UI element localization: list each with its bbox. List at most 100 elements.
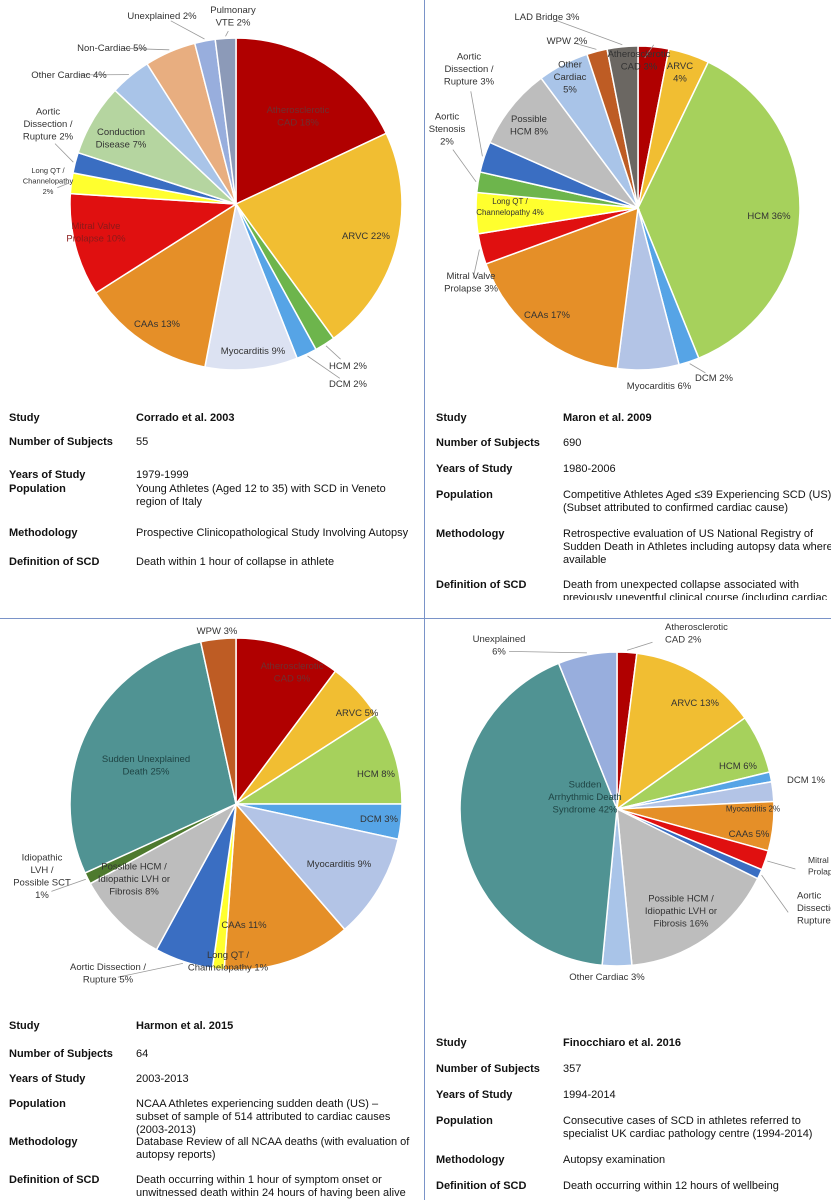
slice-label: Myocarditis 6% xyxy=(627,381,692,392)
slice-label-line: CAD 3% xyxy=(621,61,658,72)
leader-line xyxy=(508,651,587,654)
slice-label: Aortic Dissection / Rupture 3% xyxy=(444,52,495,88)
leader-line xyxy=(576,43,597,50)
slice-label-line: Other xyxy=(558,60,582,71)
slice-label: Atherosclerotic CAD 2% xyxy=(665,622,728,646)
slice-label-line: LAD Bridge 3% xyxy=(515,12,581,23)
slice-label-line: Rupture 2% xyxy=(23,132,74,143)
slice-label: DCM 1% xyxy=(787,775,826,786)
label-study: Study xyxy=(436,412,467,424)
slice-label: Sudden Arrhythmic Death Syndrome 42% xyxy=(548,780,621,816)
years-of-study: 1994-2014 xyxy=(563,1089,616,1101)
leader-line xyxy=(225,30,229,37)
leader-line xyxy=(556,20,623,46)
slice-label: ARVC 4% xyxy=(667,61,693,85)
slice-label: Myocarditis 9% xyxy=(307,859,372,870)
pie-chart-harmon: Atherosclerotic CAD 9% ARVC 5% HCM 8% DCM 3%… xyxy=(13,626,403,985)
leader-line xyxy=(761,874,789,913)
leader-line xyxy=(325,345,341,360)
slice-label-line: HCM 2% xyxy=(329,361,368,372)
slice-label-line: Long QT / xyxy=(207,950,249,961)
slice-label: Aortic Stenosis 2% xyxy=(429,112,466,148)
label-definition-of-scd: Definition of SCD xyxy=(9,1174,100,1186)
slice-label: HCM 36% xyxy=(747,211,791,222)
slice-label: Atherosclerotic CAD 9% xyxy=(261,661,324,685)
slice-label-line: 6% xyxy=(492,646,506,657)
pie-slice-unexplained xyxy=(557,651,618,810)
label-definition-of-scd: Definition of SCD xyxy=(436,579,527,591)
pie-slice-caas xyxy=(485,206,639,370)
slice-label: Mitral Valve Prolapse 2% xyxy=(808,855,831,877)
pie-slice-myocarditis xyxy=(204,201,299,371)
slice-label: DCM 2% xyxy=(329,379,368,390)
label-methodology: Methodology xyxy=(9,1136,78,1148)
slice-label: Myocarditis 9% xyxy=(221,346,286,357)
slice-label-line: LVH / xyxy=(30,865,53,876)
slice-label-line: Sudden Unexplained xyxy=(102,754,190,765)
leader-line xyxy=(170,20,205,40)
slice-label-line: Myocarditis 9% xyxy=(221,346,286,357)
leader-line xyxy=(307,355,341,379)
slice-label-line: Possible xyxy=(511,114,547,125)
methodology: Database Review of all NCAA deaths (with… xyxy=(136,1136,410,1161)
pie-slice-atherosclerotic-cad xyxy=(235,37,388,206)
slice-label: DCM 2% xyxy=(695,373,734,384)
leader-line xyxy=(689,363,706,374)
slice-label: Myocarditis 2% xyxy=(726,805,780,814)
slice-label: LAD Bridge 3% xyxy=(515,12,581,23)
slice-label: Atherosclerotic CAD 18% xyxy=(267,105,330,128)
pie-slice-myocarditis xyxy=(233,802,400,931)
slice-label: Other Cardiac 4% xyxy=(31,70,107,81)
slice-label: Long QT / Channelopathy 2% xyxy=(23,166,74,196)
slice-label-line: Mitral Valve xyxy=(72,221,121,232)
slice-label-line: Channelopathy 4% xyxy=(476,208,544,217)
slice-label-line: 2% xyxy=(440,137,454,148)
slice-label: Sudden Unexplained Death 25% xyxy=(102,754,190,778)
leader-line xyxy=(470,91,483,157)
leader-line xyxy=(626,641,653,651)
horizontal-divider xyxy=(0,618,831,619)
slice-label-line: Rupture 3% xyxy=(444,77,495,88)
slice-label-line: Long QT / xyxy=(31,166,65,175)
population: Competitive Athletes Aged ≤39 Experienci… xyxy=(563,489,831,514)
slice-label-line: Idiopathic xyxy=(22,852,63,863)
slice-label: Possible HCM / Idiopathic LVH or Fibrosis … xyxy=(645,894,717,930)
label-population: Population xyxy=(436,489,493,501)
slice-label-line: Prolapse 2% xyxy=(808,867,831,877)
slice-label-line: Arrhythmic Death xyxy=(548,792,621,803)
number-of-subjects: 64 xyxy=(136,1048,149,1060)
slice-label-line: ARVC xyxy=(667,61,693,72)
study-name: Maron et al. 2009 xyxy=(563,412,652,424)
pie-slice-lad-bridge xyxy=(606,45,639,209)
slice-label: CAAs 13% xyxy=(134,319,180,330)
slice-label: DCM 3% xyxy=(360,814,399,825)
label-definition-of-scd: Definition of SCD xyxy=(436,1180,527,1192)
slice-label-line: Pulmonary xyxy=(210,5,256,16)
slice-label-line: Channelopathy xyxy=(23,177,74,186)
slice-label: WPW 3% xyxy=(197,626,238,637)
pie-slice-hcm xyxy=(233,713,403,805)
label-number-of-subjects: Number of Subjects xyxy=(9,436,113,448)
slice-label-line: Myocarditis 6% xyxy=(627,381,692,392)
number-of-subjects: 690 xyxy=(563,437,582,449)
leader-line xyxy=(452,149,477,183)
slice-label-line: HCM 8% xyxy=(357,769,396,780)
slice-label-line: Aortic xyxy=(36,107,61,118)
population: Consecutive cases of SCD in athletes ref… xyxy=(563,1115,813,1140)
pie-slice-possible-hcm-idiopathic-lvh-or-fibrosis xyxy=(616,807,759,967)
slice-label-line: WPW 3% xyxy=(197,626,238,637)
slice-label-line: Atherosclerotic xyxy=(267,105,330,116)
label-number-of-subjects: Number of Subjects xyxy=(9,1048,113,1060)
slice-label-line: Mitral Valve xyxy=(808,855,831,865)
number-of-subjects: 55 xyxy=(136,436,149,448)
leader-line xyxy=(767,860,796,870)
slice-label: Possible HCM / Idiopathic LVH or Fibrosis … xyxy=(98,862,170,898)
label-number-of-subjects: Number of Subjects xyxy=(436,437,540,449)
slice-label: CAAs 17% xyxy=(524,310,570,321)
panel-finocchiaro: Atherosclerotic CAD 2% ARVC 13% HCM 6% DCM 1… xyxy=(425,619,831,1200)
pie-chart-maron: Atherosclerotic CAD 3% ARVC 4%HCM 36%DCM 2%… xyxy=(429,12,801,392)
slice-label-line: Sudden xyxy=(569,780,602,791)
label-methodology: Methodology xyxy=(9,527,78,539)
slice-label-line: 4% xyxy=(673,73,687,84)
